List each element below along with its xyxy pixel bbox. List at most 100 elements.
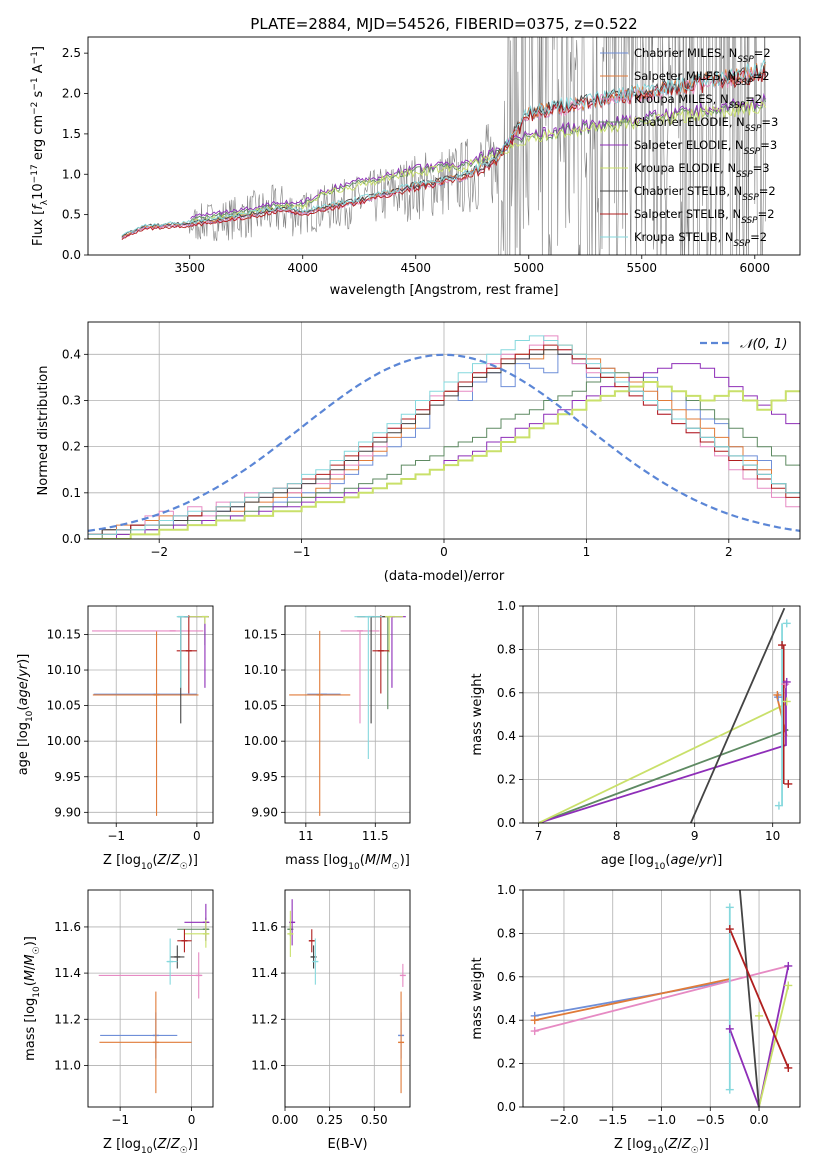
x-axis-label: age [log10(age/yr)] <box>601 853 723 872</box>
legend-label-salpeter-stelib: Salpeter STELIB, NSSP=2 <box>634 207 775 226</box>
x-tick-label: 0.50 <box>361 1113 388 1127</box>
x-tick-label: −1 <box>107 829 125 843</box>
y-tick-label: 0.6 <box>497 686 516 700</box>
legend-label-kroupa-miles: Kroupa MILES, NSSP=2 <box>634 92 762 111</box>
y-tick-label: 11.6 <box>54 920 81 934</box>
y-tick-label: 10.05 <box>47 699 81 713</box>
y-axis-label: Flux [fλ10−17 erg cm−2 s−1 A−1] <box>30 46 50 246</box>
axes-frame <box>284 889 411 1108</box>
panel-age_vs_mass: 11 11.5 9.90 9.95 10.00 10.05 10.10 10.15 mass [… <box>244 605 411 872</box>
y-tick-label: 10.10 <box>47 663 81 677</box>
model-line-kroupa-elodie <box>190 100 766 224</box>
y-tick-label: 9.90 <box>54 805 81 819</box>
legend-label-normal: 𝒩(0, 1) <box>740 337 787 352</box>
x-tick-label: 5500 <box>627 261 658 275</box>
legend-label-salpeter-miles: Salpeter MILES, NSSP=2 <box>634 69 770 88</box>
y-tick-label: 11.4 <box>251 966 278 980</box>
massweight_vs_Z-data <box>530 890 793 1107</box>
weight-line-kroupa-elodie <box>538 702 788 823</box>
x-axis-label: Z [log10(Z/Z☉)] <box>103 853 198 872</box>
x-axis-label: Z [log10(Z/Z☉)] <box>103 1137 198 1156</box>
y-tick-label: 1.5 <box>62 127 81 141</box>
mass_vs_Z-data <box>98 903 210 1094</box>
panels: 3500 4000 4500 5000 5500 6000 0.0 0.5 1.0 1.5 2.0 2… <box>16 36 801 1156</box>
y-tick-label: 10.15 <box>47 627 81 641</box>
panel-mass_vs_Z: −1 0 11.0 11.2 11.4 11.6 Z [log10(Z/Z☉)] mass [… <box>23 889 214 1156</box>
panel-age_vs_Z: −1 0 9.90 9.95 10.00 10.05 10.10 10.15 Z [log10(… <box>16 605 214 872</box>
y-tick-label: 0.4 <box>497 1013 516 1027</box>
model-line-kroupa-stelib <box>121 59 767 237</box>
x-tick-label: 0.00 <box>272 1113 299 1127</box>
residual-data <box>88 335 800 539</box>
x-axis-label: (data-model)/error <box>384 569 505 584</box>
massweight_vs_age-data <box>538 607 793 823</box>
y-tick-label: 0.0 <box>497 1100 516 1114</box>
x-tick-label: 9 <box>691 829 699 843</box>
weight-line-chabrier-miles <box>534 980 730 1017</box>
age_vs_Z-data <box>92 615 209 816</box>
x-tick-label: 0 <box>188 1113 196 1127</box>
x-tick-label: 5000 <box>513 261 544 275</box>
weight-line-chabrier-elodie <box>538 728 789 823</box>
x-tick-label: 1 <box>583 545 591 559</box>
x-axis-label: E(B-V) <box>327 1137 367 1152</box>
legend-label-salpeter-elodie: Salpeter ELODIE, NSSP=3 <box>634 138 777 157</box>
y-tick-label: 11.2 <box>251 1012 278 1026</box>
y-tick-label: 9.95 <box>54 770 81 784</box>
y-tick-label: 0.6 <box>497 970 516 984</box>
y-tick-label: 0.5 <box>62 208 81 222</box>
y-tick-label: 0.0 <box>62 532 81 546</box>
y-tick-label: 10.00 <box>244 734 278 748</box>
x-tick-label: 8 <box>613 829 621 843</box>
weight-line-salpeter-miles <box>534 978 730 1022</box>
x-tick-label: −1 <box>111 1113 129 1127</box>
x-tick-label: 4500 <box>400 261 431 275</box>
y-tick-label: 0.4 <box>62 347 81 361</box>
y-tick-label: 1.0 <box>497 599 516 613</box>
y-tick-label: 11.2 <box>54 1012 81 1026</box>
x-tick-label: 0.25 <box>316 1113 343 1127</box>
x-tick-label: −2.0 <box>549 1113 578 1127</box>
model-line-salpeter-elodie <box>190 92 767 219</box>
legend-label-chabrier-miles: Chabrier MILES, NSSP=2 <box>634 46 771 65</box>
legend-label-chabrier-stelib: Chabrier STELIB, NSSP=2 <box>634 184 776 203</box>
normal-curve <box>88 353 800 532</box>
model-line-salpeter-stelib <box>121 68 767 241</box>
y-axis-label: mass [log10(M/M☉)] <box>23 936 42 1061</box>
legend-label-kroupa-stelib: Kroupa STELIB, NSSP=2 <box>634 230 767 249</box>
panel-massweight_vs_age: 7 8 9 10 0.0 0.2 0.4 0.6 0.8 1.0 age [log10(age/yr… <box>470 599 801 872</box>
y-tick-label: 11.6 <box>251 920 278 934</box>
panel-spectrum: 3500 4000 4500 5000 5500 6000 0.0 0.5 1.0 1.5 2.0 2… <box>30 36 801 298</box>
y-tick-label: 10.05 <box>244 699 278 713</box>
y-tick-label: 0.0 <box>497 816 516 830</box>
y-tick-label: 0.2 <box>497 773 516 787</box>
y-tick-label: 0.1 <box>62 486 81 500</box>
y-tick-label: 1.0 <box>62 167 81 181</box>
legend-label-chabrier-elodie: Chabrier ELODIE, NSSP=3 <box>634 115 778 134</box>
weight-line-salpeter-stelib <box>728 928 790 1069</box>
x-axis-label: Z [log10(Z/Z☉)] <box>614 1137 709 1156</box>
y-tick-label: 0.2 <box>497 1057 516 1071</box>
axes-frame <box>87 605 214 824</box>
y-axis-label: age [log10(age/yr)] <box>16 654 35 776</box>
axes-frame <box>87 321 801 540</box>
y-tick-label: 1.0 <box>497 883 516 897</box>
x-tick-label: 0 <box>440 545 448 559</box>
y-tick-label: 0.2 <box>62 440 81 454</box>
y-tick-label: 10.10 <box>244 663 278 677</box>
x-tick-label: 11.5 <box>362 829 389 843</box>
x-axis-label: mass [log10(M/M☉)] <box>285 853 410 872</box>
x-tick-label: −0.5 <box>696 1113 725 1127</box>
weight-line-salpeter-elodie <box>538 744 787 823</box>
x-tick-label: 6000 <box>740 261 771 275</box>
axes-frame <box>87 889 214 1108</box>
legend-label-kroupa-elodie: Kroupa ELODIE, NSSP=3 <box>634 161 770 180</box>
hist-salpeter-elodie <box>88 363 800 539</box>
y-tick-label: 0.8 <box>497 642 516 656</box>
spectrum-data <box>121 37 767 255</box>
y-tick-label: 0.3 <box>62 393 81 407</box>
y-tick-label: 11.0 <box>54 1058 81 1072</box>
y-tick-label: 0.0 <box>62 248 81 262</box>
x-tick-label: 3500 <box>174 261 205 275</box>
x-tick-label: 2 <box>725 545 733 559</box>
